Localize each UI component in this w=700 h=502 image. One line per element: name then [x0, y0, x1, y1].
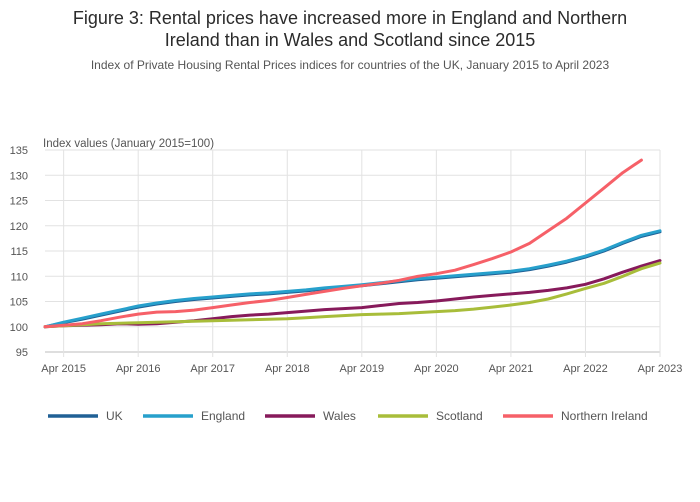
x-tick-label: Apr 2021	[489, 363, 534, 375]
chart-title-line1: Figure 3: Rental prices have increased m…	[72, 8, 628, 28]
legend-item-scotland[interactable]: Scotland	[378, 409, 483, 423]
y-tick-label: 130	[10, 170, 28, 182]
y-tick-label: 105	[10, 297, 28, 309]
x-axis: Apr 2015 Apr 2016 Apr 2017 Apr 2018 Apr 2019…	[41, 363, 682, 375]
chart-title: Figure 3: Rental prices have increased m…	[0, 7, 700, 51]
series-lines	[43, 158, 662, 329]
legend-item-northern-ireland[interactable]: Northern Ireland	[503, 409, 648, 423]
y-tick-label: 125	[10, 196, 28, 208]
legend[interactable]: UK England Wales Scotland Northern Ireland	[48, 409, 648, 423]
y-axis: 95 100 105 110 115 120 125 130 135	[10, 145, 28, 359]
x-tick-label: Apr 2022	[563, 363, 608, 375]
x-tick-label: Apr 2020	[414, 363, 459, 375]
series-line-uk	[43, 230, 662, 329]
legend-item-wales[interactable]: Wales	[265, 409, 356, 423]
y-tick-label: 120	[10, 221, 28, 233]
legend-item-england[interactable]: England	[143, 409, 245, 423]
y-tick-label: 115	[10, 246, 28, 258]
chart-title-line2: Ireland than in Wales and Scotland since…	[164, 30, 536, 50]
series-line-england	[43, 229, 662, 329]
legend-label: Scotland	[436, 409, 483, 423]
series-line-scotland	[43, 261, 662, 329]
legend-label: UK	[106, 409, 123, 423]
series-line-northern-ireland	[43, 158, 643, 329]
legend-label: England	[201, 409, 245, 423]
y-tick-label: 95	[16, 347, 28, 359]
x-tick-label: Apr 2017	[190, 363, 235, 375]
x-tick-label: Apr 2015	[41, 363, 86, 375]
x-tick-label: Apr 2016	[116, 363, 161, 375]
x-tick-label: Apr 2023	[638, 363, 683, 375]
y-tick-label: 135	[10, 145, 28, 157]
x-tick-label: Apr 2019	[339, 363, 384, 375]
grid	[45, 149, 661, 357]
legend-item-uk[interactable]: UK	[48, 409, 123, 423]
chart-subtitle: Index of Private Housing Rental Prices i…	[90, 58, 610, 72]
legend-label: Northern Ireland	[561, 409, 648, 423]
y-tick-label: 110	[10, 271, 28, 283]
y-tick-label: 100	[10, 322, 28, 334]
x-tick-label: Apr 2018	[265, 363, 310, 375]
y-axis-label: Index values (January 2015=100)	[43, 138, 214, 150]
legend-label: Wales	[323, 409, 356, 423]
